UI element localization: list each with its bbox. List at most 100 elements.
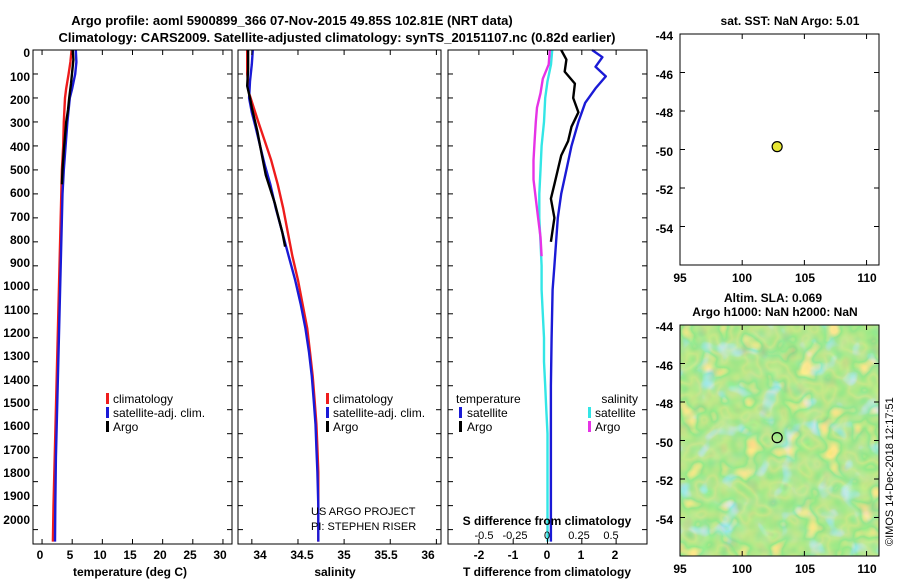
legend-swatch-s-argo <box>588 421 591 432</box>
legend-title-temperature: temperature <box>456 392 521 406</box>
argo-location-marker <box>771 432 783 444</box>
depth-tick: 1100 <box>4 303 30 317</box>
t-xtick-label: -1 <box>508 548 519 562</box>
temperature-legend: climatology satellite-adj. clim. Argo <box>106 392 205 434</box>
depth-tick: 1300 <box>3 349 30 363</box>
s-xtick-label: 0.25 <box>568 530 589 542</box>
depth-tick: 300 <box>10 116 30 130</box>
temperature-difference-legend: temperature satellite Argo <box>456 392 521 434</box>
salinity-series <box>245 49 320 542</box>
s-xtick-label: -0.25 <box>502 530 527 542</box>
sla-xtick-label: 105 <box>795 562 815 576</box>
t-xtick-label: 0 <box>544 548 551 562</box>
sla-ytick-label: -50 <box>656 436 674 450</box>
t-xtick-label: 1 <box>578 548 585 562</box>
depth-tick: 1400 <box>3 373 30 387</box>
sst-xtick-label: 110 <box>857 271 877 285</box>
depth-tick: 1600 <box>3 419 30 433</box>
depth-tick: 0 <box>23 46 30 60</box>
depth-tick: 1800 <box>3 466 30 480</box>
sst-ytick-label: -52 <box>656 183 674 197</box>
depth-tick: 100 <box>10 70 30 84</box>
sst-map-marks <box>771 141 783 153</box>
temperature-xtick-label: 0 <box>37 548 44 562</box>
sla-map-subtitle: Argo h1000: NaN h2000: NaN <box>692 305 857 319</box>
sla-ytick-label: -54 <box>656 513 674 527</box>
salinity-xtick-label: 36 <box>421 548 435 562</box>
sla-map-marks <box>771 432 783 444</box>
temperature-panel: 0 5 10 15 20 25 30 temperature (deg C) c… <box>32 49 233 579</box>
sst-xtick-label: 100 <box>732 271 752 285</box>
salinity-panel: 34 34.5 35 35.5 36 salinity climatology … <box>237 49 442 579</box>
depth-tick: 1200 <box>3 326 30 340</box>
temperature-series <box>51 49 78 542</box>
argo-location-marker <box>771 141 783 153</box>
depth-tick: 200 <box>10 93 30 107</box>
salinity-xtick-label: 34.5 <box>290 548 314 562</box>
legend-label-s-satellite: satellite <box>595 406 636 420</box>
difference-series <box>532 49 607 542</box>
s-xtick-label: -0.5 <box>475 530 494 542</box>
sst-xtick-label: 95 <box>673 271 687 285</box>
temperature-xtick-label: 25 <box>183 548 197 562</box>
temperature-xlabel: temperature (deg C) <box>73 565 187 579</box>
series-line-argo <box>245 50 287 247</box>
sla-xtick-label: 95 <box>673 562 687 576</box>
legend-label-argo: Argo <box>333 420 359 434</box>
sst-ytick-label: -50 <box>656 145 674 159</box>
sla-heatmap <box>680 325 879 556</box>
sst-xtick-label: 105 <box>795 271 815 285</box>
credit-project: US ARGO PROJECT <box>311 506 416 518</box>
depth-tick: 1700 <box>3 443 30 457</box>
sla-map-panel: Altim. SLA: 0.069 Argo h1000: NaN h2000:… <box>656 291 880 576</box>
salinity-difference-legend: salinity satellite Argo <box>588 392 638 434</box>
temperature-frame <box>32 49 233 545</box>
depth-tick: 800 <box>10 233 30 247</box>
sst-ytick-label: -54 <box>656 222 674 236</box>
series-line-argo <box>60 49 75 185</box>
difference-ticks <box>448 49 647 544</box>
sla-ytick-label: -52 <box>656 474 674 488</box>
legend-label-climatology: climatology <box>113 392 173 406</box>
legend-swatch-s-satellite <box>588 407 591 418</box>
salinity-xtick-label: 35.5 <box>374 548 398 562</box>
depth-tick: 1900 <box>3 489 30 503</box>
credit-pi: PI: STEPHEN RISER <box>311 521 416 533</box>
legend-label-satellite: satellite-adj. clim. <box>113 406 205 420</box>
series-line-t-satellite <box>549 49 607 542</box>
sst-ytick-label: -48 <box>656 106 674 120</box>
header-line-2: Climatology: CARS2009. Satellite-adjuste… <box>58 30 615 45</box>
salinity-ticks <box>238 49 441 544</box>
depth-tick: 2000 <box>3 513 30 527</box>
sla-heatmap-texture <box>680 325 879 556</box>
legend-swatch-t-satellite <box>459 407 462 418</box>
temperature-xtick-label: 15 <box>123 548 137 562</box>
salinity-xtick-label: 35 <box>337 548 351 562</box>
s-difference-xlabel: S difference from climatology <box>463 514 632 528</box>
s-xtick-label: 0.5 <box>603 530 618 542</box>
legend-label-argo: Argo <box>113 420 139 434</box>
sst-ytick-label: -46 <box>656 68 674 82</box>
legend-label-satellite: satellite-adj. clim. <box>333 406 425 420</box>
legend-label-s-argo: Argo <box>595 420 621 434</box>
legend-swatch-satellite <box>106 407 109 418</box>
sla-ytick-label: -44 <box>656 320 674 334</box>
legend-swatch-argo <box>326 421 329 432</box>
s-xtick-label: 0 <box>544 530 550 542</box>
sla-map-ticks <box>679 324 879 556</box>
salinity-xtick-label: 34 <box>253 548 267 562</box>
imos-stamp: ©IMOS 14-Dec-2018 12:17:51 <box>884 397 896 546</box>
depth-tick: 1500 <box>3 396 30 410</box>
depth-tick: 700 <box>10 210 30 224</box>
depth-tick: 600 <box>10 186 30 200</box>
legend-swatch-t-argo <box>459 421 462 432</box>
salinity-legend: climatology satellite-adj. clim. Argo <box>326 392 425 434</box>
depth-axis-labels: 0 100 200 300 400 500 600 700 800 900 10… <box>3 46 30 527</box>
temperature-xtick-label: 5 <box>67 548 74 562</box>
legend-label-t-satellite: satellite <box>467 406 508 420</box>
temperature-xtick-label: 30 <box>213 548 227 562</box>
sla-ytick-label: -46 <box>656 359 674 373</box>
depth-tick: 500 <box>10 163 30 177</box>
depth-tick: 400 <box>10 140 30 154</box>
sst-map-panel: sat. SST: NaN Argo: 5.01 -44 -46 -48 -50… <box>656 14 880 285</box>
